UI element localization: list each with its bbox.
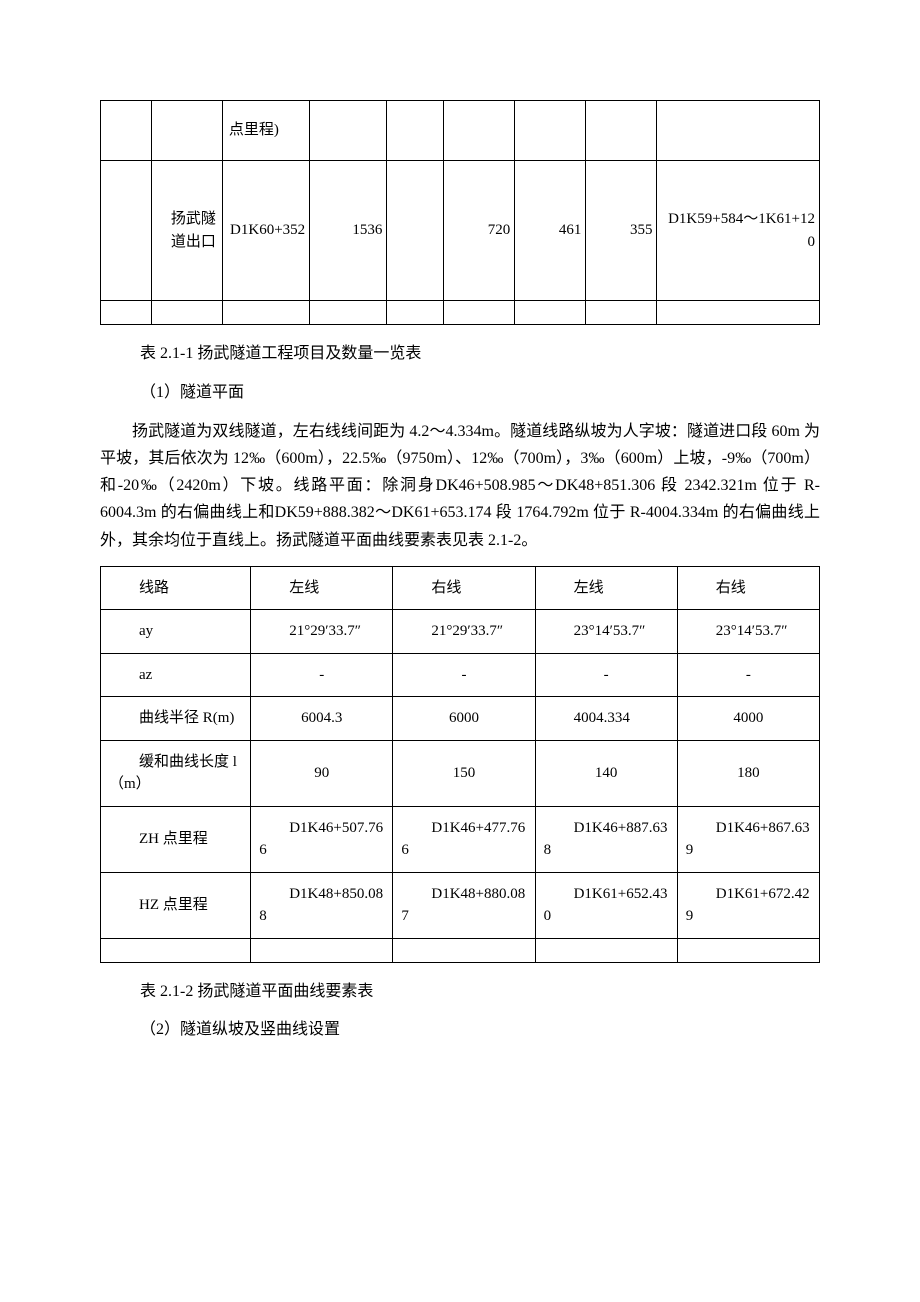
cell: [387, 301, 444, 325]
cell: 720: [444, 161, 515, 301]
cell: [444, 301, 515, 325]
col-header: 线路: [101, 566, 251, 610]
cell: 6004.3: [251, 697, 393, 741]
cell: [393, 938, 535, 962]
cell: 4004.334: [535, 697, 677, 741]
cell: 21°29′33.7″: [251, 610, 393, 654]
cell: D1K48+880.087: [393, 872, 535, 938]
table-2-caption: 表 2.1-2 扬武隧道平面曲线要素表: [140, 979, 820, 1005]
section-2-heading: （2）隧道纵坡及竖曲线设置: [140, 1016, 820, 1043]
row-label: az: [101, 653, 251, 697]
cell: [515, 101, 586, 161]
cell: [387, 101, 444, 161]
table-1-caption: 表 2.1-1 扬武隧道工程项目及数量一览表: [140, 341, 820, 367]
cell: D1K46+867.639: [677, 806, 819, 872]
row-label: 曲线半径 R(m): [101, 697, 251, 741]
row-label: 缓和曲线长度 l（m）: [101, 740, 251, 806]
col-header: 左线: [251, 566, 393, 610]
cell: [657, 101, 820, 161]
cell: 150: [393, 740, 535, 806]
cell: [251, 938, 393, 962]
cell: D1K60+352: [222, 161, 309, 301]
row-label: ay: [101, 610, 251, 654]
cell: [535, 938, 677, 962]
cell: [310, 101, 387, 161]
table-row: 缓和曲线长度 l（m） 90 150 140 180: [101, 740, 820, 806]
table-row: 曲线半径 R(m) 6004.3 6000 4004.334 4000: [101, 697, 820, 741]
cell: 4000: [677, 697, 819, 741]
cell: 461: [515, 161, 586, 301]
cell: -: [535, 653, 677, 697]
cell: [101, 938, 251, 962]
cell: D1K61+672.429: [677, 872, 819, 938]
cell: [222, 301, 309, 325]
section-1-heading: （1）隧道平面: [140, 379, 820, 406]
cell: [101, 161, 152, 301]
cell: 355: [586, 161, 657, 301]
paragraph-1: 扬武隧道为双线隧道，左右线线间距为 4.2～4.334m。隧道线路纵坡为人字坡：…: [100, 418, 820, 554]
cell: 90: [251, 740, 393, 806]
cell: 扬武隧道出口: [151, 161, 222, 301]
cell: [151, 301, 222, 325]
cell: D1K59+584～1K61+120: [657, 161, 820, 301]
cell: [101, 301, 152, 325]
cell: -: [393, 653, 535, 697]
cell: [444, 101, 515, 161]
cell: D1K46+477.766: [393, 806, 535, 872]
cell: 6000: [393, 697, 535, 741]
cell: 1536: [310, 161, 387, 301]
cell: 23°14′53.7″: [535, 610, 677, 654]
row-label: HZ 点里程: [101, 872, 251, 938]
cell: [310, 301, 387, 325]
cell: 23°14′53.7″: [677, 610, 819, 654]
cell: 140: [535, 740, 677, 806]
cell: D1K48+850.088: [251, 872, 393, 938]
cell: D1K61+652.430: [535, 872, 677, 938]
cell: [586, 301, 657, 325]
cell: [586, 101, 657, 161]
cell: [657, 301, 820, 325]
col-header: 右线: [677, 566, 819, 610]
row-label: ZH 点里程: [101, 806, 251, 872]
cell: D1K46+887.638: [535, 806, 677, 872]
cell: [151, 101, 222, 161]
table-row: ay 21°29′33.7″ 21°29′33.7″ 23°14′53.7″ 2…: [101, 610, 820, 654]
cell: 点里程): [222, 101, 309, 161]
cell: 21°29′33.7″: [393, 610, 535, 654]
cell: -: [677, 653, 819, 697]
col-header: 左线: [535, 566, 677, 610]
table-row: HZ 点里程 D1K48+850.088 D1K48+880.087 D1K61…: [101, 872, 820, 938]
cell: [101, 101, 152, 161]
cell: D1K46+507.766: [251, 806, 393, 872]
table-2-curve-elements: 线路 左线 右线 左线 右线 ay 21°29′33.7″ 21°29′33.7…: [100, 566, 820, 963]
cell: 180: [677, 740, 819, 806]
cell: -: [251, 653, 393, 697]
table-row: az - - - -: [101, 653, 820, 697]
table-row: 扬武隧道出口 D1K60+352 1536 720 461 355 D1K59+…: [101, 161, 820, 301]
cell: [515, 301, 586, 325]
table-row: 线路 左线 右线 左线 右线: [101, 566, 820, 610]
table-row: ZH 点里程 D1K46+507.766 D1K46+477.766 D1K46…: [101, 806, 820, 872]
table-row: [101, 938, 820, 962]
table-1-project-quantity: 点里程) 扬武隧道出口 D1K60+352 1536 720 461 355 D…: [100, 100, 820, 325]
table-row: 点里程): [101, 101, 820, 161]
cell: [677, 938, 819, 962]
col-header: 右线: [393, 566, 535, 610]
cell: [387, 161, 444, 301]
table-row: [101, 301, 820, 325]
